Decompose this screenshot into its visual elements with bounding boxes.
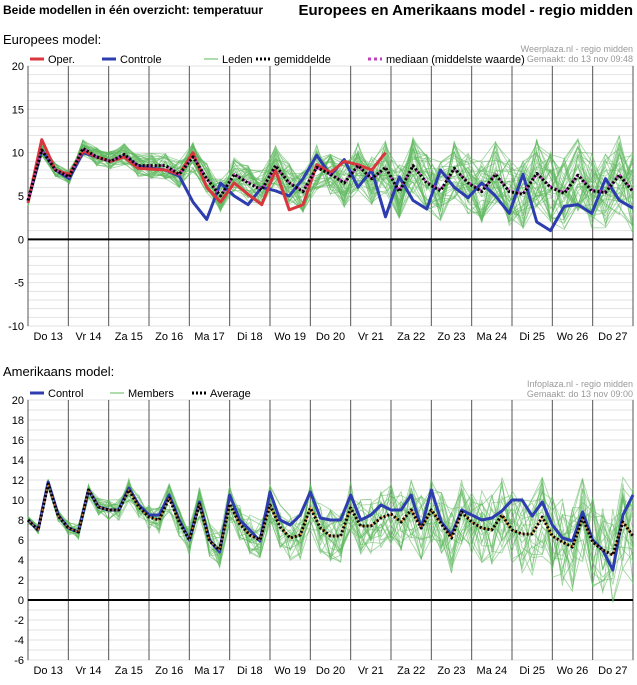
legend-label: Average <box>210 388 251 400</box>
x-tick-label: Do 27 <box>598 331 627 343</box>
y-tick-label: 15 <box>12 104 24 116</box>
member-line <box>27 141 634 229</box>
y-tick-label: -4 <box>14 635 24 647</box>
x-tick-label: Vr 21 <box>358 331 384 343</box>
x-tick-label: Za 22 <box>397 331 425 343</box>
y-tick-label: -6 <box>14 655 24 667</box>
legend-label: Controle <box>120 54 162 66</box>
legend-label: Leden <box>222 54 253 66</box>
x-tick-label: Zo 23 <box>437 331 465 343</box>
y-tick-label: 4 <box>18 555 24 567</box>
x-tick-label: Vr 14 <box>76 331 102 343</box>
x-tick-label: Za 15 <box>115 665 143 677</box>
mean-line <box>26 482 635 557</box>
x-tick-label: Ma 17 <box>194 665 225 677</box>
x-tick-label: Vr 14 <box>76 665 102 677</box>
main-title: Europees en Amerikaans model - regio mid… <box>298 2 633 19</box>
member-line <box>27 477 634 586</box>
y-tick-label: 16 <box>12 435 24 447</box>
x-tick-label: Ma 24 <box>477 331 508 343</box>
y-tick-label: 10 <box>12 148 24 160</box>
control-line <box>26 480 635 572</box>
y-tick-label: 12 <box>12 475 24 487</box>
american-chart: Control Members Average20181614121086420-2… <box>12 388 635 677</box>
y-tick-label: 20 <box>12 395 24 407</box>
y-tick-label: 0 <box>18 234 24 246</box>
american-source-line2: Gemaakt: do 13 nov 09:00 <box>526 389 633 399</box>
median-line <box>26 147 634 201</box>
x-tick-label: Za 22 <box>397 665 425 677</box>
x-tick-label: Zo 23 <box>437 665 465 677</box>
y-tick-label: 8 <box>18 515 24 527</box>
mean-line-inner <box>27 482 634 556</box>
member-line <box>27 480 634 585</box>
x-tick-label: Do 20 <box>316 665 345 677</box>
x-tick-label: Wo 26 <box>557 665 589 677</box>
x-tick-label: Vr 21 <box>358 665 384 677</box>
x-tick-label: Zo 16 <box>155 331 183 343</box>
y-tick-label: 0 <box>18 595 24 607</box>
legend-label: Control <box>48 388 83 400</box>
member-line <box>27 478 634 574</box>
x-tick-label: Ma 17 <box>194 331 225 343</box>
european-source-line2: Gemaakt: do 13 nov 09:48 <box>526 54 633 64</box>
legend-label: Oper. <box>48 54 75 66</box>
x-tick-label: Do 20 <box>316 331 345 343</box>
overview-title: Beide modellen in één overzicht: tempera… <box>3 3 264 17</box>
american-source: Infoplaza.nl - regio midden Gemaakt: do … <box>527 379 633 399</box>
x-tick-label: Wo 19 <box>274 331 306 343</box>
legend-label: mediaan (middelste waarde) <box>386 54 525 66</box>
member-line <box>27 144 634 214</box>
member-line <box>27 479 634 588</box>
x-tick-label: Do 13 <box>33 331 62 343</box>
x-tick-label: Di 25 <box>519 665 545 677</box>
y-tick-label: 14 <box>12 455 24 467</box>
european-chart: Oper. Controle Leden gemiddelde mediaan (mid… <box>8 54 635 343</box>
x-tick-label: Do 13 <box>33 665 62 677</box>
legend-label: gemiddelde <box>274 54 331 66</box>
x-tick-label: Ma 24 <box>477 665 508 677</box>
x-tick-label: Zo 16 <box>155 665 183 677</box>
american-source-line1: Infoplaza.nl - regio midden <box>526 379 633 389</box>
y-tick-label: -5 <box>14 278 24 290</box>
x-tick-label: Za 15 <box>115 331 143 343</box>
x-tick-label: Wo 26 <box>557 331 589 343</box>
x-tick-label: Di 25 <box>519 331 545 343</box>
european-source: Weerplaza.nl - regio midden Gemaakt: do … <box>521 44 633 64</box>
y-tick-label: 2 <box>18 575 24 587</box>
y-tick-label: 10 <box>12 495 24 507</box>
x-tick-label: Wo 19 <box>274 665 306 677</box>
european-model-title: Europees model: <box>3 32 102 47</box>
y-tick-label: -10 <box>8 321 24 333</box>
x-tick-label: Di 18 <box>237 665 263 677</box>
american-model-title: Amerikaans model: <box>3 364 115 379</box>
member-line <box>27 143 634 221</box>
x-tick-label: Di 18 <box>237 331 263 343</box>
y-tick-label: -2 <box>14 615 24 627</box>
y-tick-label: 5 <box>18 191 24 203</box>
y-tick-label: 18 <box>12 415 24 427</box>
y-tick-label: 20 <box>12 61 24 73</box>
y-tick-label: 6 <box>18 535 24 547</box>
european-source-line1: Weerplaza.nl - regio midden <box>520 44 633 54</box>
x-tick-label: Do 27 <box>598 665 627 677</box>
member-line <box>27 478 634 594</box>
legend-label: Members <box>128 388 174 400</box>
